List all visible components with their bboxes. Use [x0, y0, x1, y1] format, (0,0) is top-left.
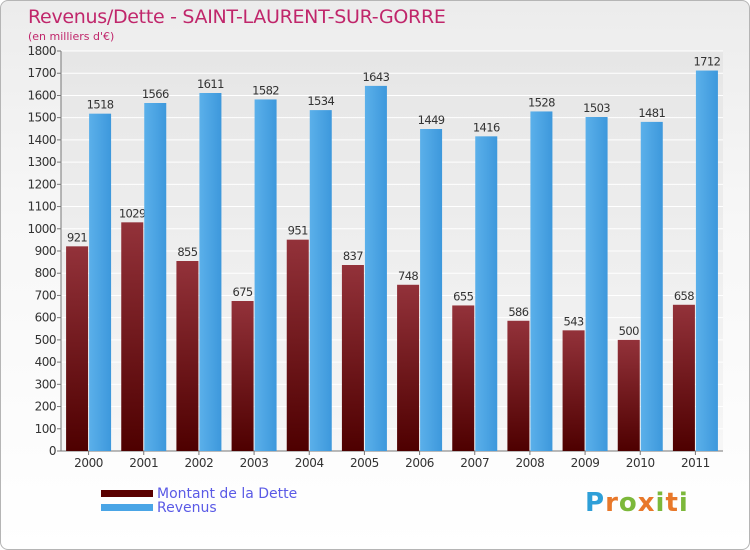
bar-debt — [176, 261, 199, 451]
x-tick-label: 2005 — [350, 456, 379, 470]
legend-label-debt: Montant de la Dette — [157, 486, 298, 502]
data-label-debt: 658 — [674, 289, 694, 303]
data-label-revenue: 1643 — [362, 70, 389, 84]
bar-debt — [507, 320, 530, 451]
logo-letter: i — [678, 488, 689, 518]
data-label-revenue: 1582 — [252, 83, 279, 97]
logo-letter: P — [585, 488, 606, 518]
x-tick-label: 2007 — [460, 456, 489, 470]
bar-debt — [286, 239, 309, 451]
x-tick-label: 2009 — [571, 456, 600, 470]
y-tick-label: 700 — [35, 288, 56, 302]
data-label-debt: 586 — [508, 305, 528, 319]
data-label-revenue: 1481 — [638, 106, 665, 120]
y-tick-label: 1200 — [27, 177, 56, 191]
bar-revenue — [199, 93, 222, 451]
x-tick-label: 2008 — [515, 456, 544, 470]
x-tick-label: 2011 — [681, 456, 710, 470]
bar-revenue — [640, 121, 663, 451]
bar-revenue — [585, 117, 608, 451]
y-tick-label: 1300 — [27, 155, 56, 169]
data-label-debt: 655 — [453, 289, 473, 303]
x-tick-label: 2003 — [240, 456, 269, 470]
data-label-debt: 500 — [619, 324, 639, 338]
data-label-revenue: 1712 — [693, 55, 720, 69]
y-tick-label: 1500 — [27, 111, 56, 125]
bar-debt — [617, 339, 640, 451]
data-label-revenue: 1503 — [583, 101, 610, 115]
legend-swatch-debt — [101, 490, 153, 497]
y-tick-label: 1400 — [27, 133, 56, 147]
bar-revenue — [144, 103, 167, 451]
bar-revenue — [530, 111, 553, 451]
y-tick-label: 300 — [35, 377, 56, 391]
bar-debt — [231, 301, 254, 451]
y-tick-label: 900 — [35, 244, 56, 258]
bar-revenue — [475, 136, 498, 452]
y-tick-label: 1700 — [27, 66, 56, 80]
data-label-revenue: 1518 — [87, 98, 114, 112]
bar-debt — [672, 304, 695, 451]
logo-letter: o — [618, 488, 638, 518]
x-tick-label: 2004 — [295, 456, 324, 470]
x-tick-label: 2000 — [74, 456, 103, 470]
logo-letter: t — [665, 488, 679, 518]
x-tick-label: 2010 — [626, 456, 655, 470]
data-label-debt: 1029 — [119, 206, 146, 220]
y-tick-label: 600 — [35, 311, 56, 325]
data-label-debt: 675 — [233, 285, 253, 299]
data-label-debt: 951 — [288, 224, 308, 238]
data-label-revenue: 1534 — [307, 94, 334, 108]
y-tick-label: 200 — [35, 400, 56, 414]
data-label-debt: 855 — [177, 245, 197, 259]
bar-debt — [397, 284, 420, 451]
data-label-revenue: 1528 — [528, 95, 555, 109]
y-tick-label: 800 — [35, 266, 56, 280]
logo-letter: r — [605, 488, 619, 518]
legend-swatch-revenue — [101, 504, 153, 511]
data-label-revenue: 1449 — [418, 113, 445, 127]
y-tick-label: 0 — [49, 444, 56, 458]
data-label-revenue: 1416 — [473, 120, 500, 134]
bar-revenue — [309, 110, 332, 451]
bar-debt — [452, 305, 475, 451]
data-label-revenue: 1566 — [142, 87, 169, 101]
y-tick-label: 1600 — [27, 88, 56, 102]
data-label-debt: 748 — [398, 269, 418, 283]
bar-revenue — [695, 70, 718, 452]
y-tick-label: 1000 — [27, 222, 56, 236]
y-tick-label: 400 — [35, 355, 56, 369]
bar-debt — [66, 246, 89, 451]
data-label-revenue: 1611 — [197, 77, 224, 91]
y-tick-label: 100 — [35, 422, 56, 436]
data-label-debt: 837 — [343, 249, 363, 263]
chart-subtitle: (en milliers d'€) — [28, 30, 115, 43]
bar-debt — [121, 222, 144, 451]
x-tick-label: 2001 — [129, 456, 158, 470]
logo-letter: x — [637, 488, 656, 518]
bar-revenue — [364, 85, 387, 451]
bar-revenue — [254, 99, 277, 451]
x-tick-label: 2002 — [184, 456, 213, 470]
chart-title: Revenus/Dette - SAINT-LAURENT-SUR-GORRE — [28, 6, 446, 28]
data-label-debt: 921 — [67, 230, 87, 244]
bar-debt — [341, 265, 364, 451]
legend-label-revenue: Revenus — [157, 500, 217, 516]
x-tick-label: 2006 — [405, 456, 434, 470]
bar-debt — [562, 330, 585, 451]
y-tick-label: 1100 — [27, 200, 56, 214]
bar-revenue — [420, 129, 443, 451]
proxiti-logo: Proxiti — [585, 488, 689, 518]
logo-letter: i — [655, 488, 666, 518]
data-label-debt: 543 — [564, 314, 584, 328]
y-tick-label: 1800 — [27, 44, 56, 58]
bar-revenue — [89, 113, 112, 452]
y-tick-label: 500 — [35, 333, 56, 347]
